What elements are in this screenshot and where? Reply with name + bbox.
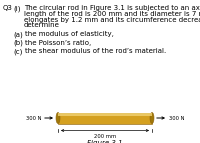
Text: (i): (i) (13, 5, 21, 11)
Text: 300 N: 300 N (26, 116, 41, 121)
Text: Figure 3.1: Figure 3.1 (87, 141, 123, 143)
Text: (c): (c) (13, 48, 22, 55)
Text: (a): (a) (13, 31, 23, 38)
Bar (58, 113, 152, 124)
Bar (58, 113, 152, 116)
Text: the Poisson’s ratio,: the Poisson’s ratio, (25, 40, 91, 46)
Text: elongates by 1.2 mm and its circumference decreases by 0.05 mm,: elongates by 1.2 mm and its circumferenc… (24, 17, 200, 23)
Ellipse shape (56, 113, 60, 124)
Text: (b): (b) (13, 40, 23, 46)
Text: 200 mm: 200 mm (94, 135, 116, 140)
Text: Q3: Q3 (3, 5, 13, 11)
Text: determine: determine (24, 22, 60, 28)
Text: 300 N: 300 N (169, 116, 184, 121)
Ellipse shape (150, 113, 154, 124)
Text: the modulus of elasticity,: the modulus of elasticity, (25, 31, 114, 37)
Text: length of the rod is 200 mm and its diameter is 7 mm. After loading the rod: length of the rod is 200 mm and its diam… (24, 11, 200, 17)
Text: the shear modulus of the rod’s material.: the shear modulus of the rod’s material. (25, 48, 166, 54)
Text: The circular rod in Figure 3.1 is subjected to an axial force of 300 N. The: The circular rod in Figure 3.1 is subjec… (24, 5, 200, 11)
